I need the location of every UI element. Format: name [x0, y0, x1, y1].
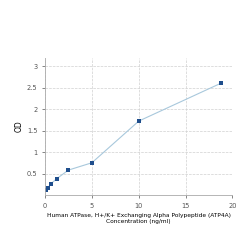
- Point: [219, 81, 223, 85]
- Point: [44, 188, 48, 192]
- Point: [137, 119, 141, 123]
- Point: [90, 161, 94, 165]
- Y-axis label: OD: OD: [15, 120, 24, 132]
- Point: [55, 177, 59, 181]
- X-axis label: Human ATPase, H+/K+ Exchanging Alpha Polypeptide (ATP4A)
Concentration (ng/ml): Human ATPase, H+/K+ Exchanging Alpha Pol…: [47, 213, 231, 224]
- Point: [46, 186, 50, 190]
- Point: [66, 168, 70, 172]
- Point: [49, 182, 53, 186]
